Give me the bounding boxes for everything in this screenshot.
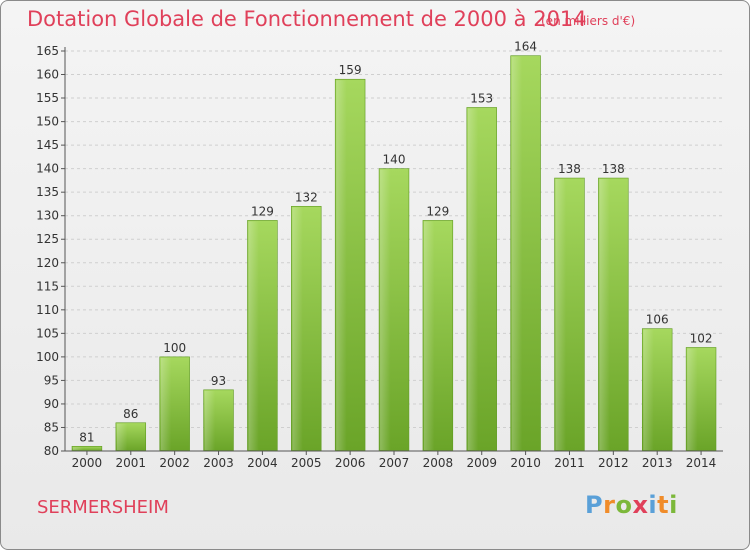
x-tick-label: 2010 (510, 456, 541, 470)
bar-highlight (511, 56, 523, 451)
bar-highlight (116, 423, 128, 450)
data-label: 102 (690, 331, 713, 345)
y-tick-label: 115 (36, 279, 59, 293)
x-tick-label: 2004 (247, 456, 278, 470)
y-tick-label: 95 (44, 373, 59, 387)
bar-highlight (160, 357, 172, 450)
data-label: 81 (79, 430, 94, 444)
bar-highlight (73, 447, 84, 450)
data-label: 164 (514, 40, 537, 54)
y-tick-label: 140 (36, 162, 59, 176)
bar-highlight (467, 108, 479, 451)
data-label: 132 (295, 190, 318, 204)
y-tick-label: 90 (44, 397, 59, 411)
bar-highlight (292, 207, 303, 450)
y-tick-label: 160 (36, 68, 59, 82)
x-tick-label: 2011 (554, 456, 585, 470)
bar-highlight (555, 179, 566, 450)
y-tick-label: 110 (36, 303, 59, 317)
x-tick-label: 2003 (203, 456, 234, 470)
bar-highlight (643, 329, 654, 450)
y-tick-label: 135 (36, 185, 59, 199)
bar-highlight (380, 169, 391, 450)
y-tick-label: 105 (36, 326, 59, 340)
data-label: 106 (646, 313, 669, 327)
x-tick-label: 2006 (335, 456, 366, 470)
y-tick-label: 80 (44, 444, 59, 458)
bar-highlight (599, 179, 610, 450)
x-tick-label: 2005 (291, 456, 322, 470)
y-tick-label: 100 (36, 350, 59, 364)
x-tick-label: 2002 (159, 456, 190, 470)
x-tick-label: 2013 (642, 456, 673, 470)
y-tick-label: 155 (36, 91, 59, 105)
x-tick-label: 2012 (598, 456, 629, 470)
data-label: 100 (163, 341, 186, 355)
data-label: 153 (470, 91, 493, 105)
bar-highlight (248, 221, 259, 450)
chart-unit: (en milliers d'€) (541, 14, 636, 28)
x-tick-label: 2001 (116, 456, 147, 470)
bar-highlight (336, 80, 347, 450)
data-label: 138 (602, 162, 625, 176)
data-label: 129 (426, 204, 449, 218)
x-tick-label: 2008 (423, 456, 454, 470)
data-label: 138 (558, 162, 581, 176)
x-tick-label: 2000 (72, 456, 103, 470)
x-tick-label: 2009 (466, 456, 497, 470)
bars-layer: 81 86 100 93 129 132 159 140 129 153 164 138 138 106 1… (71, 40, 717, 452)
y-tick-label: 125 (36, 232, 59, 246)
y-tick-label: 120 (36, 256, 59, 270)
brand-logo: Proxiti (585, 491, 678, 519)
data-label: 129 (251, 204, 274, 218)
x-tick-label: 2007 (379, 456, 410, 470)
bar-highlight (423, 221, 435, 450)
axis-layer: 80 85 90 95 100 105 110 115 120 125 130 135 140 145 15… (36, 44, 723, 470)
bar-highlight (687, 348, 698, 450)
data-label: 86 (123, 407, 138, 421)
y-tick-label: 85 (44, 420, 59, 434)
chart-title: Dotation Globale de Fonctionnement de 20… (27, 7, 587, 31)
x-tick-label: 2014 (686, 456, 717, 470)
data-label: 159 (339, 63, 362, 77)
y-tick-label: 145 (36, 138, 59, 152)
y-tick-label: 165 (36, 44, 59, 58)
data-label: 93 (211, 374, 226, 388)
y-tick-label: 130 (36, 209, 59, 223)
place-name: SERMERSHEIM (37, 497, 169, 518)
y-tick-label: 150 (36, 115, 59, 129)
bar-highlight (204, 390, 216, 450)
data-label: 140 (383, 153, 406, 167)
